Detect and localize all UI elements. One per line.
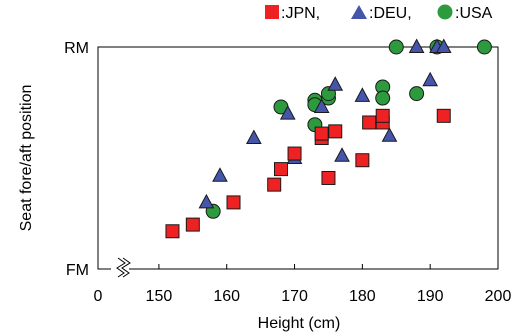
point-jpn: [314, 126, 329, 141]
point-jpn: [165, 224, 180, 239]
legend-deu-marker: [351, 5, 367, 19]
x-tick-label: 150: [146, 288, 173, 305]
point-deu: [381, 127, 398, 142]
axis-break: [111, 257, 131, 280]
x-tick-label: 200: [485, 288, 512, 305]
point-deu: [198, 193, 215, 209]
x-axis-ticks: 0 150 160 170 180 190 200: [94, 264, 512, 305]
point-jpn: [362, 115, 377, 130]
legend: :JPN, :DEU, :USA: [265, 4, 493, 22]
legend-jpn-label: :JPN,: [281, 5, 320, 22]
legend-usa-marker: [437, 4, 453, 20]
data-points: [165, 38, 492, 239]
point-usa: [409, 86, 425, 102]
legend-usa-label: :USA: [455, 5, 493, 22]
point-jpn: [328, 124, 343, 139]
point-usa: [388, 39, 404, 55]
point-usa: [375, 90, 391, 106]
point-jpn: [287, 146, 302, 161]
plot-frame: [97, 46, 499, 270]
x-axis-title: Height (cm): [258, 315, 341, 332]
x-tick-label: 160: [213, 288, 240, 305]
point-deu: [279, 105, 296, 120]
point-jpn: [355, 153, 370, 168]
point-deu: [212, 167, 228, 182]
x-tick-label: 0: [94, 288, 103, 305]
point-deu: [327, 76, 344, 91]
point-usa: [476, 39, 492, 55]
x-tick-label: 180: [349, 288, 376, 305]
point-jpn: [267, 177, 282, 192]
point-deu: [354, 87, 371, 102]
x-tick-label: 170: [281, 288, 308, 305]
x-tick-label: 190: [417, 288, 444, 305]
point-deu: [422, 71, 439, 87]
legend-jpn-marker: [265, 5, 279, 19]
point-deu: [408, 38, 425, 53]
point-jpn: [436, 108, 451, 123]
y-axis-title: Seat fore/aft position: [18, 85, 35, 232]
point-jpn: [185, 217, 200, 232]
point-jpn: [321, 170, 336, 185]
point-deu: [246, 129, 262, 145]
legend-deu-label: :DEU,: [369, 5, 412, 22]
y-tick-label-fm: FM: [66, 262, 89, 279]
y-tick-label-rm: RM: [64, 40, 89, 57]
point-deu: [435, 38, 452, 53]
point-deu: [334, 147, 350, 162]
point-jpn: [226, 195, 241, 210]
point-deu: [313, 98, 330, 113]
point-jpn: [375, 108, 390, 123]
point-jpn: [273, 162, 288, 177]
